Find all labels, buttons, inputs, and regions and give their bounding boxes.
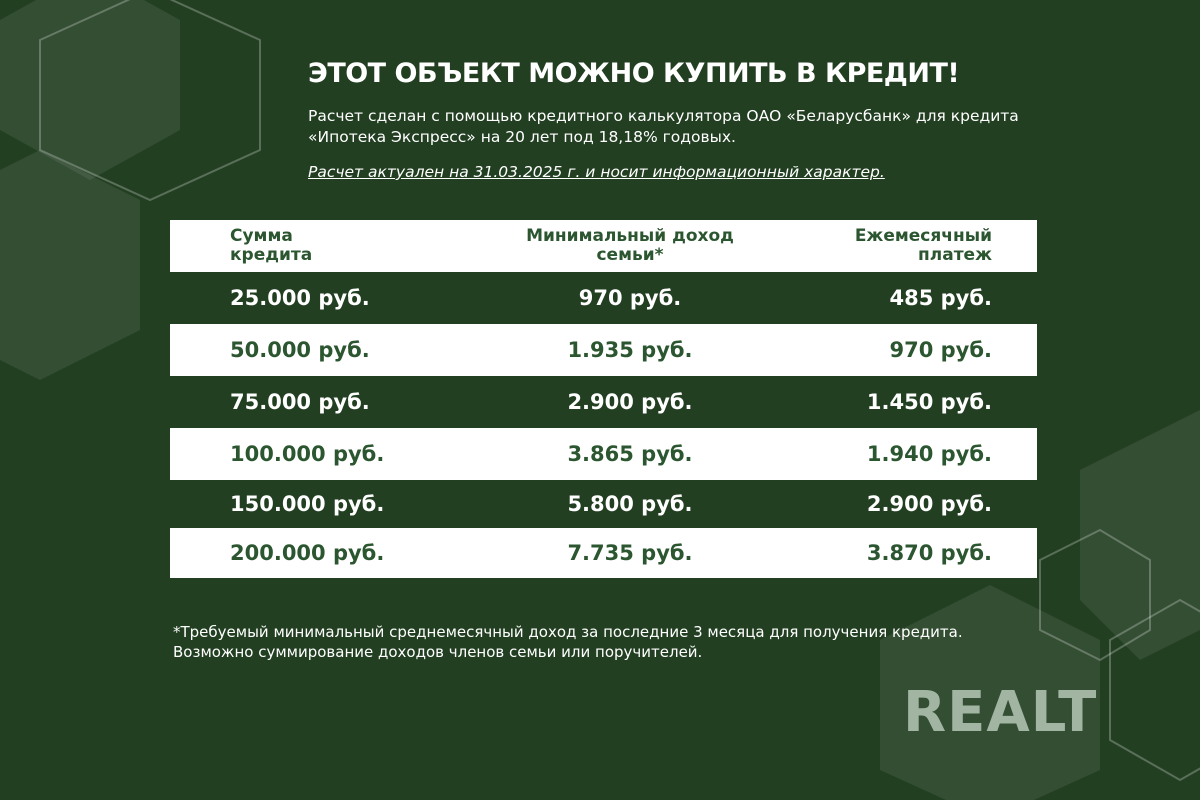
cell-amount: 75.000 руб. <box>230 390 370 414</box>
cell-amount: 100.000 руб. <box>230 442 385 466</box>
cell-payment: 3.870 руб. <box>866 541 992 565</box>
cell-payment: 1.450 руб. <box>866 390 992 414</box>
subtitle: Расчет сделан с помощью кредитного кальк… <box>308 107 1019 146</box>
table-row: 25.000 руб. 970 руб. 485 руб. <box>170 272 1037 324</box>
cell-payment: 1.940 руб. <box>866 442 992 466</box>
cell-amount: 50.000 руб. <box>230 338 370 362</box>
cell-income: 970 руб. <box>578 286 682 310</box>
disclaimer-note: Расчет актуален на 31.03.2025 г. и носит… <box>308 163 885 181</box>
cell-amount: 25.000 руб. <box>230 286 370 310</box>
column-header-payment: Ежемесячный платеж <box>854 226 992 265</box>
cell-income: 7.735 руб. <box>567 541 693 565</box>
cell-payment: 485 руб. <box>889 286 992 310</box>
realt-logo: REALT <box>903 680 1098 745</box>
cell-payment: 2.900 руб. <box>866 492 992 516</box>
cell-income: 1.935 руб. <box>567 338 693 362</box>
column-header-amount: Сумма кредита <box>230 226 313 265</box>
table-row: 50.000 руб. 1.935 руб. 970 руб. <box>170 324 1037 376</box>
page-title: ЭТОТ ОБЪЕКТ МОЖНО КУПИТЬ В КРЕДИТ! <box>308 58 960 89</box>
table-row: 200.000 руб. 7.735 руб. 3.870 руб. <box>170 528 1037 578</box>
table-row: 75.000 руб. 2.900 руб. 1.450 руб. <box>170 376 1037 428</box>
cell-amount: 200.000 руб. <box>230 541 385 565</box>
cell-income: 3.865 руб. <box>567 442 693 466</box>
table-row: 100.000 руб. 3.865 руб. 1.940 руб. <box>170 428 1037 480</box>
column-header-income: Минимальный доход семьи* <box>526 226 734 265</box>
table-row: 150.000 руб. 5.800 руб. 2.900 руб. <box>170 480 1037 528</box>
cell-income: 5.800 руб. <box>567 492 693 516</box>
cell-payment: 970 руб. <box>889 338 992 362</box>
footnote: *Требуемый минимальный среднемесячный до… <box>173 623 963 661</box>
cell-income: 2.900 руб. <box>567 390 693 414</box>
credit-table: Сумма кредита Минимальный доход семьи* Е… <box>170 220 1037 578</box>
table-header: Сумма кредита Минимальный доход семьи* Е… <box>170 220 1037 272</box>
cell-amount: 150.000 руб. <box>230 492 385 516</box>
